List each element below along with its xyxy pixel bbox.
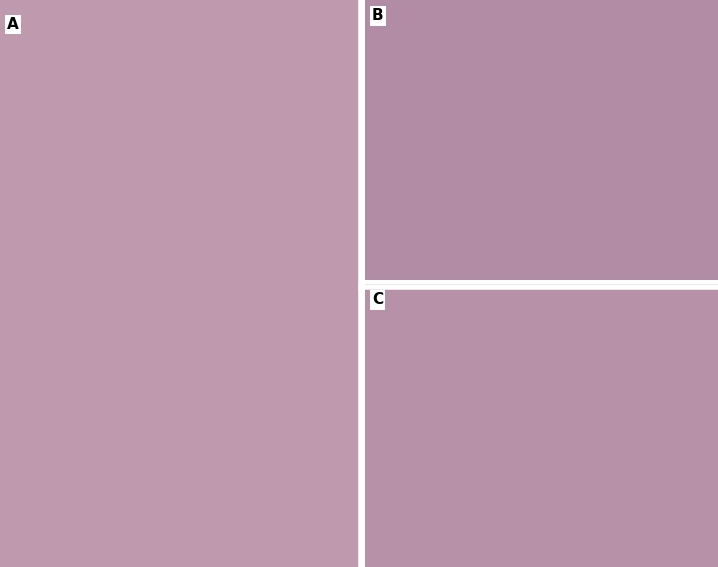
- Text: B: B: [372, 9, 383, 23]
- Text: A: A: [7, 17, 19, 32]
- Text: C: C: [372, 293, 383, 307]
